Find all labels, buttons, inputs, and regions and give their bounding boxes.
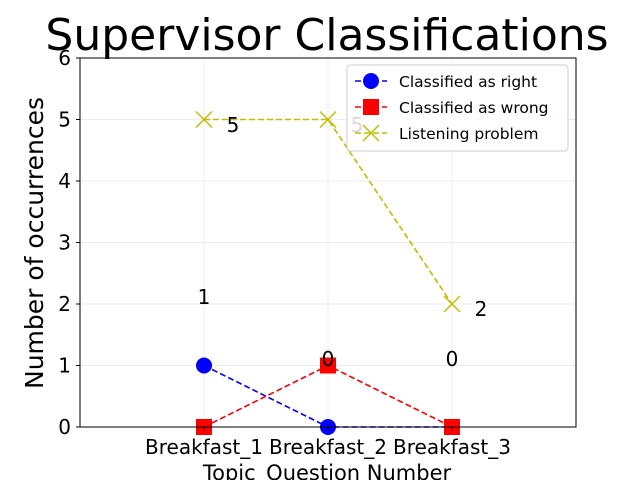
x-axis-ticks: Breakfast_1 Breakfast_2 Breakfast_3: [145, 427, 511, 459]
y-tick-label: 0: [58, 415, 71, 439]
y-tick-label: 4: [58, 169, 71, 193]
y-tick-label: 3: [58, 231, 71, 255]
x-axis-label: Topic_Question Number: [202, 461, 452, 480]
legend-item: Classified as right: [355, 73, 537, 91]
legend-item: Classified as wrong: [355, 99, 549, 117]
legend-label: Listening problem: [399, 125, 539, 143]
series-classified-as-wrong: [196, 357, 460, 435]
legend-item: Listening problem: [355, 124, 539, 143]
data-point: [195, 110, 213, 129]
legend-marker: [363, 73, 379, 89]
series-line: [204, 118, 453, 305]
x-tick-label: Breakfast_1: [145, 435, 263, 459]
data-point: [196, 357, 212, 374]
y-tick-label: 2: [58, 292, 71, 316]
data-point: [443, 295, 461, 313]
y-tick-label: 6: [58, 46, 71, 70]
legend-marker: [363, 99, 379, 115]
data-label: 2: [475, 297, 488, 321]
data-label: 1: [198, 285, 211, 309]
legend-marker: [362, 124, 380, 142]
data-label: 0: [322, 347, 335, 371]
y-axis-label: Number of occurrences: [20, 97, 49, 389]
legend-label: Classified as wrong: [399, 99, 549, 117]
x-tick-label: Breakfast_2: [269, 435, 387, 459]
chart-title: Supervisor Classifications: [45, 10, 608, 61]
data-label: 5: [227, 113, 240, 137]
data-label: 0: [446, 347, 459, 371]
y-axis-ticks: 0 1 2 3 4 5 6: [58, 46, 80, 439]
series-listening-problem: [195, 110, 461, 313]
data-point: [320, 357, 336, 374]
y-tick-label: 1: [58, 354, 71, 378]
y-tick-label: 5: [58, 108, 71, 132]
data-point: [319, 110, 337, 129]
legend-box: [346, 64, 569, 152]
legend: Classified as right Classified as wrong Li…: [346, 64, 569, 152]
legend-label: Classified as right: [399, 73, 537, 91]
x-tick-label: Breakfast_3: [393, 435, 511, 459]
